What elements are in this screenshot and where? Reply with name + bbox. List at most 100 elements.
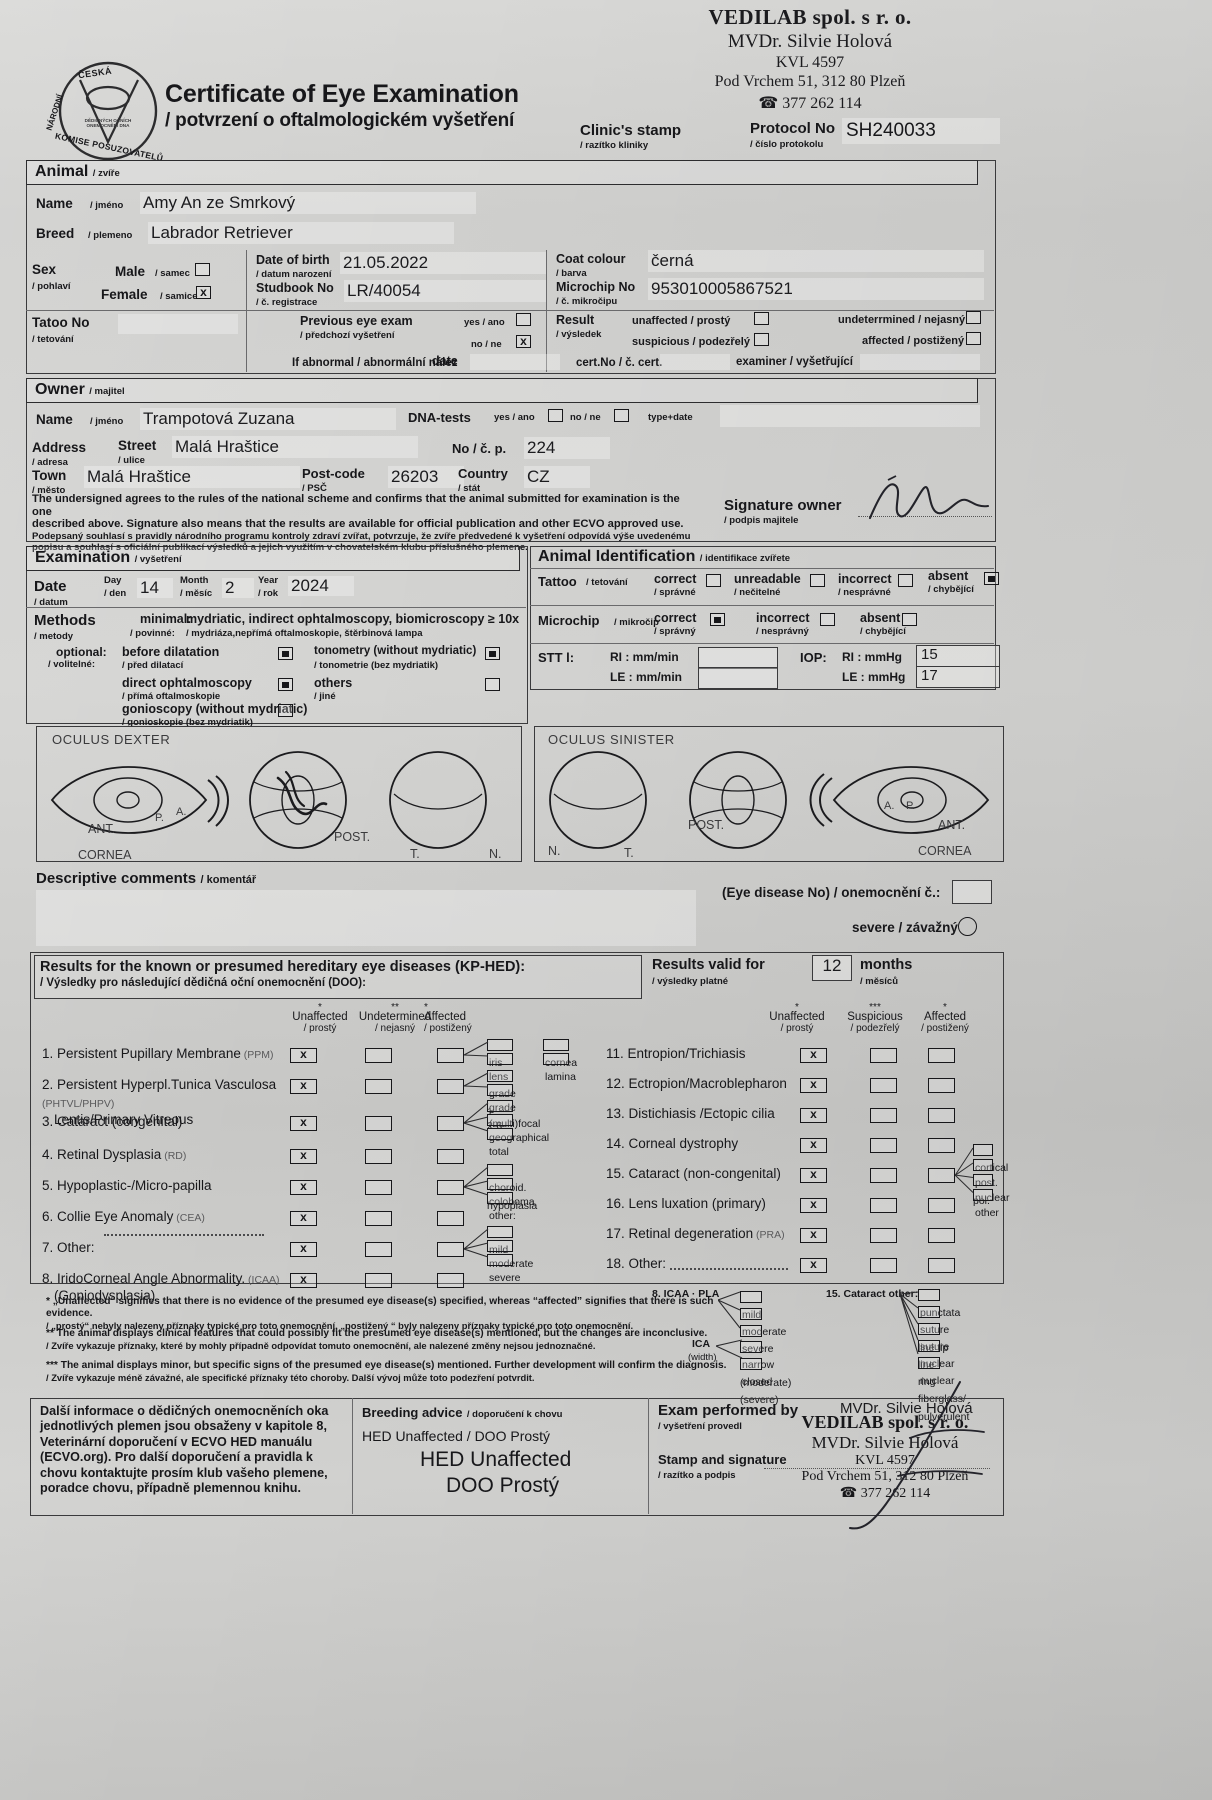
exam-day-value[interactable]: 14 <box>137 578 173 598</box>
footer-exam-by-value[interactable]: MVDr. Silvie Holová <box>840 1400 973 1417</box>
row-2.-affected[interactable] <box>437 1079 464 1094</box>
icaa-pla-sub-2-checkbox[interactable] <box>740 1324 762 1337</box>
exam-opt1-checkbox[interactable] <box>278 647 293 660</box>
owner-town-value[interactable]: Malá Hraštice <box>84 466 300 488</box>
owner-dna-yes-checkbox[interactable] <box>548 409 563 422</box>
row-5.-sub-0-checkbox[interactable] <box>487 1163 513 1176</box>
row-7.-sub-1-checkbox[interactable] <box>487 1239 513 1252</box>
row-13.-unaffected[interactable] <box>800 1106 827 1123</box>
ident-microchip-opt2-checkbox[interactable] <box>902 613 917 626</box>
row-17.-suspicious[interactable] <box>870 1228 897 1243</box>
row-3.-sub-2-checkbox[interactable] <box>487 1127 513 1140</box>
row-17.-affected[interactable] <box>928 1228 955 1243</box>
owner-street-value[interactable]: Malá Hraštice <box>172 436 418 458</box>
animal-breed-value[interactable]: Labrador Retriever <box>148 222 454 244</box>
row-15.-sub-0-checkbox[interactable] <box>973 1144 993 1157</box>
row-2.-unaffected[interactable] <box>290 1077 317 1094</box>
animal-examiner-value[interactable] <box>860 354 980 370</box>
row-15.-affected[interactable] <box>928 1168 955 1183</box>
owner-name-value[interactable]: Trampotová Zuzana <box>140 408 396 430</box>
row-4.-unaffected[interactable] <box>290 1147 317 1164</box>
row-11.-suspicious[interactable] <box>870 1048 897 1063</box>
animal-certno-value[interactable] <box>660 354 730 370</box>
row-17.-unaffected[interactable] <box>800 1226 827 1243</box>
animal-coat-value[interactable]: černá <box>648 250 984 272</box>
row-1.-affected[interactable] <box>437 1048 464 1063</box>
iop-ri-value[interactable]: 15 <box>916 645 1000 667</box>
owner-no-value[interactable]: 224 <box>524 437 610 459</box>
row-3.-undetermined[interactable] <box>365 1116 392 1131</box>
ica-sub-1-checkbox[interactable] <box>740 1357 762 1370</box>
stt-ri-value[interactable] <box>698 647 778 669</box>
row-6.-unaffected[interactable] <box>290 1209 317 1226</box>
animal-prev-no-checkbox[interactable] <box>516 333 531 349</box>
exam-opt2-checkbox[interactable] <box>485 647 500 660</box>
animal-result-unaffected-checkbox[interactable] <box>754 312 769 325</box>
comments-value[interactable] <box>36 890 696 946</box>
animal-dob-value[interactable]: 21.05.2022 <box>340 252 546 274</box>
animal-result-affected-checkbox[interactable] <box>966 332 981 345</box>
row-14.-affected[interactable] <box>928 1138 955 1153</box>
row-18.-suspicious[interactable] <box>870 1258 897 1273</box>
row-12.-unaffected[interactable] <box>800 1076 827 1093</box>
exam-opt4-checkbox[interactable] <box>485 678 500 691</box>
row-16.-unaffected[interactable] <box>800 1196 827 1213</box>
row-14.-unaffected[interactable] <box>800 1136 827 1153</box>
ident-tattoo-opt0-checkbox[interactable] <box>706 574 721 587</box>
row-2.-sub-0-checkbox[interactable] <box>487 1069 513 1082</box>
protocol-value[interactable]: SH240033 <box>842 118 1000 144</box>
row-13.-suspicious[interactable] <box>870 1108 897 1123</box>
exam-month-value[interactable]: 2 <box>222 578 254 598</box>
row-1.-undetermined[interactable] <box>365 1048 392 1063</box>
row-15.-sub-3-checkbox[interactable] <box>973 1189 993 1202</box>
row-7.-sub-0-checkbox[interactable] <box>487 1225 513 1238</box>
cat-other-sub-2-checkbox[interactable] <box>918 1322 940 1335</box>
stt-le-value[interactable] <box>698 667 778 689</box>
row-15.-unaffected[interactable] <box>800 1166 827 1183</box>
row-3.-sub-1-checkbox[interactable] <box>487 1113 513 1126</box>
iop-le-value[interactable]: 17 <box>916 666 1000 688</box>
exam-year-value[interactable]: 2024 <box>288 576 354 596</box>
row-16.-affected[interactable] <box>928 1198 955 1213</box>
row-6.-undetermined[interactable] <box>365 1211 392 1226</box>
animal-name-value[interactable]: Amy An ze Smrkový <box>140 192 476 214</box>
row-3.-unaffected[interactable] <box>290 1114 317 1131</box>
row-5.-undetermined[interactable] <box>365 1180 392 1195</box>
row-3.-sub-0-checkbox[interactable] <box>487 1099 513 1112</box>
ident-microchip-opt0-checkbox[interactable] <box>710 613 725 626</box>
row-15.-sub-1-checkbox[interactable] <box>973 1159 993 1172</box>
row-18.-affected[interactable] <box>928 1258 955 1273</box>
row-1.-sub2-0-checkbox[interactable] <box>543 1038 569 1051</box>
row-1.-sub2-1-checkbox[interactable] <box>543 1052 569 1065</box>
ica-sub-0-checkbox[interactable] <box>740 1340 762 1353</box>
animal-microchip-value[interactable]: 953010005867521 <box>648 278 984 300</box>
row-8.-undetermined[interactable] <box>365 1273 392 1288</box>
exam-opt3-checkbox[interactable] <box>278 678 293 691</box>
row-8.-unaffected[interactable] <box>290 1271 317 1288</box>
row-15.-suspicious[interactable] <box>870 1168 897 1183</box>
row-1.-unaffected[interactable] <box>290 1046 317 1063</box>
ident-tattoo-opt1-checkbox[interactable] <box>810 574 825 587</box>
row-16.-suspicious[interactable] <box>870 1198 897 1213</box>
exam-opt5-checkbox[interactable] <box>278 704 293 717</box>
row-15.-sub-2-checkbox[interactable] <box>973 1174 993 1187</box>
cat-other-sub-1-checkbox[interactable] <box>918 1305 940 1318</box>
animal-female-checkbox[interactable] <box>196 284 211 300</box>
row-2.-undetermined[interactable] <box>365 1079 392 1094</box>
row-14.-suspicious[interactable] <box>870 1138 897 1153</box>
row-5.-affected[interactable] <box>437 1180 464 1195</box>
row-4.-undetermined[interactable] <box>365 1149 392 1164</box>
icaa-pla-sub-0-checkbox[interactable] <box>740 1290 762 1303</box>
animal-male-checkbox[interactable] <box>195 263 210 276</box>
row-11.-unaffected[interactable] <box>800 1046 827 1063</box>
animal-result-suspicious-checkbox[interactable] <box>754 333 769 346</box>
animal-tatoo-value[interactable] <box>118 314 238 334</box>
row-7.-undetermined[interactable] <box>365 1242 392 1257</box>
row-7.-affected[interactable] <box>437 1242 464 1257</box>
severe-circle[interactable] <box>958 917 977 936</box>
row-2.-sub-1-checkbox[interactable] <box>487 1083 513 1096</box>
animal-result-undetermined-checkbox[interactable] <box>966 311 981 324</box>
row-5.-sub-2-checkbox[interactable] <box>487 1191 513 1204</box>
row-3.-affected[interactable] <box>437 1116 464 1131</box>
ident-microchip-opt1-checkbox[interactable] <box>820 613 835 626</box>
